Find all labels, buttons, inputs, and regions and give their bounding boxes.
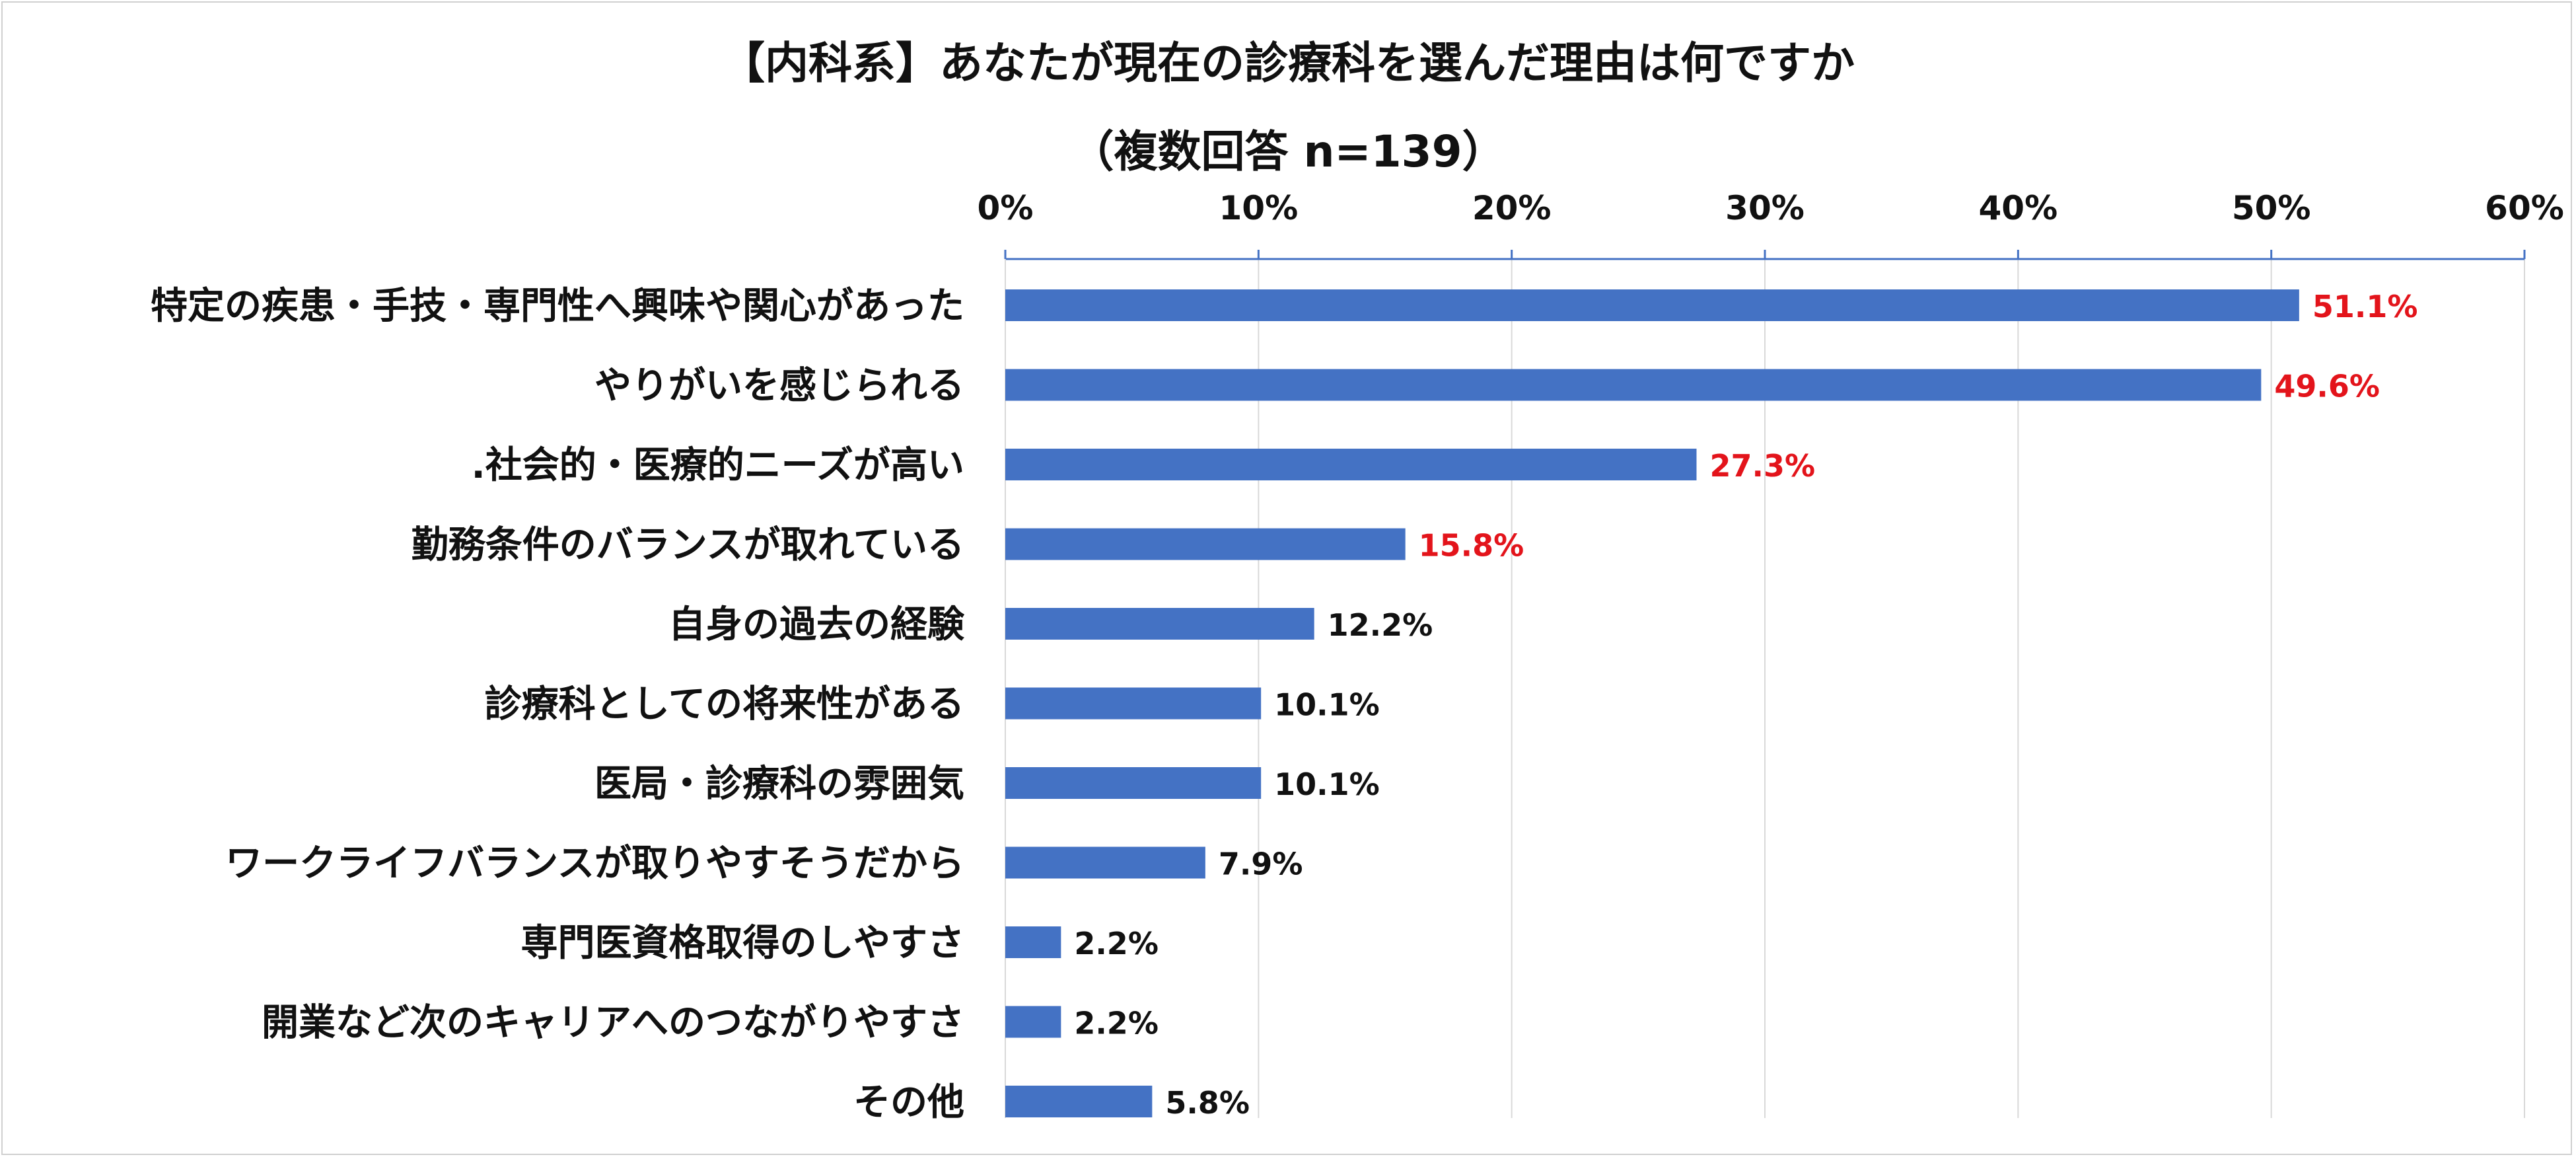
data-label: 2.2% <box>1074 1006 1159 1041</box>
x-tick-label: 60% <box>2485 189 2564 227</box>
category-label: やりがいを感じられる <box>594 365 964 408</box>
bar <box>1005 846 1205 879</box>
chart-title: 【内科系】あなたが現在の診療科を選んだ理由は何ですか <box>721 38 1855 89</box>
data-label: 10.1% <box>1274 687 1380 723</box>
bar <box>1005 687 1262 720</box>
category-label: 自身の過去の経験 <box>668 603 965 646</box>
category-label: 特定の疾患・手技・専門性へ興味や関心があった <box>151 285 964 328</box>
bar <box>1005 767 1262 799</box>
x-tick-label: 10% <box>1219 189 1298 227</box>
category-label: .社会的・医療的ニーズが高い <box>472 444 964 487</box>
data-label: 2.2% <box>1074 926 1159 961</box>
chart-subtitle: （複数回答 n=139） <box>1070 126 1506 177</box>
bar <box>1005 528 1406 560</box>
x-tick-label: 40% <box>1978 189 2057 227</box>
data-label: 10.1% <box>1274 766 1380 802</box>
bar <box>1005 289 2299 321</box>
x-tick-label: 0% <box>978 189 1034 227</box>
bar <box>1005 1006 1061 1038</box>
category-label: 勤務条件のバランスが取れている <box>411 524 964 567</box>
category-label: 開業など次のキャリアへのつながりやすさ <box>262 1002 964 1045</box>
bar <box>1005 608 1314 640</box>
x-tick-label: 30% <box>1725 189 1805 227</box>
category-label: その他 <box>853 1081 964 1124</box>
data-label: 49.6% <box>2274 369 2380 404</box>
data-label: 15.8% <box>1419 528 1524 564</box>
x-tick-label: 20% <box>1472 189 1552 227</box>
category-label: 診療科としての将来性がある <box>485 683 964 726</box>
bar <box>1005 369 2262 401</box>
bar <box>1005 449 1697 480</box>
bar <box>1005 926 1061 958</box>
data-label: 7.9% <box>1219 846 1303 882</box>
category-label: ワークライフバランスが取りやすそうだから <box>225 842 964 885</box>
category-label: 専門医資格取得のしやすさ <box>521 922 964 965</box>
category-label: 医局・診療科の雰囲気 <box>594 763 964 805</box>
x-tick-label: 50% <box>2232 189 2311 227</box>
data-label: 12.2% <box>1328 607 1433 643</box>
data-label: 5.8% <box>1165 1085 1250 1121</box>
data-label: 27.3% <box>1710 448 1816 484</box>
bar <box>1005 1086 1153 1117</box>
data-label: 51.1% <box>2312 289 2418 324</box>
